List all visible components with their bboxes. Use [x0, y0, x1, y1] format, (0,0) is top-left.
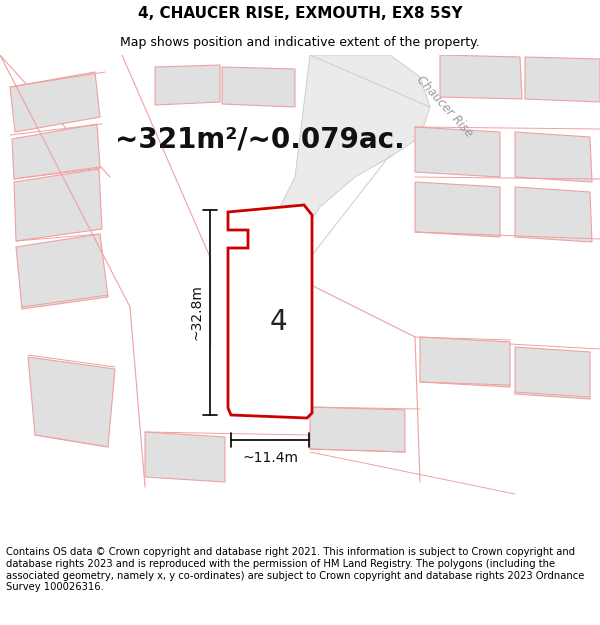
- Polygon shape: [440, 55, 522, 99]
- Polygon shape: [155, 65, 220, 105]
- Polygon shape: [415, 182, 500, 237]
- Polygon shape: [420, 337, 510, 387]
- Polygon shape: [14, 169, 102, 241]
- Polygon shape: [228, 205, 312, 418]
- Polygon shape: [145, 432, 225, 482]
- Polygon shape: [222, 67, 295, 107]
- Polygon shape: [415, 127, 500, 177]
- Text: 4: 4: [269, 309, 287, 336]
- Polygon shape: [310, 407, 405, 452]
- Polygon shape: [525, 57, 600, 102]
- Text: Contains OS data © Crown copyright and database right 2021. This information is : Contains OS data © Crown copyright and d…: [6, 548, 584, 592]
- Polygon shape: [515, 187, 592, 242]
- Text: ~32.8m: ~32.8m: [189, 284, 203, 341]
- Text: ~321m²/~0.079ac.: ~321m²/~0.079ac.: [115, 125, 405, 153]
- Text: ~11.4m: ~11.4m: [242, 451, 298, 465]
- Polygon shape: [515, 132, 592, 182]
- Polygon shape: [260, 55, 430, 302]
- Polygon shape: [16, 234, 108, 309]
- Polygon shape: [12, 124, 100, 179]
- Polygon shape: [28, 357, 115, 447]
- Polygon shape: [10, 72, 100, 132]
- Text: Chaucer Rise: Chaucer Rise: [414, 74, 476, 140]
- Text: 4, CHAUCER RISE, EXMOUTH, EX8 5SY: 4, CHAUCER RISE, EXMOUTH, EX8 5SY: [137, 6, 463, 21]
- Polygon shape: [515, 347, 590, 399]
- Text: Map shows position and indicative extent of the property.: Map shows position and indicative extent…: [120, 36, 480, 49]
